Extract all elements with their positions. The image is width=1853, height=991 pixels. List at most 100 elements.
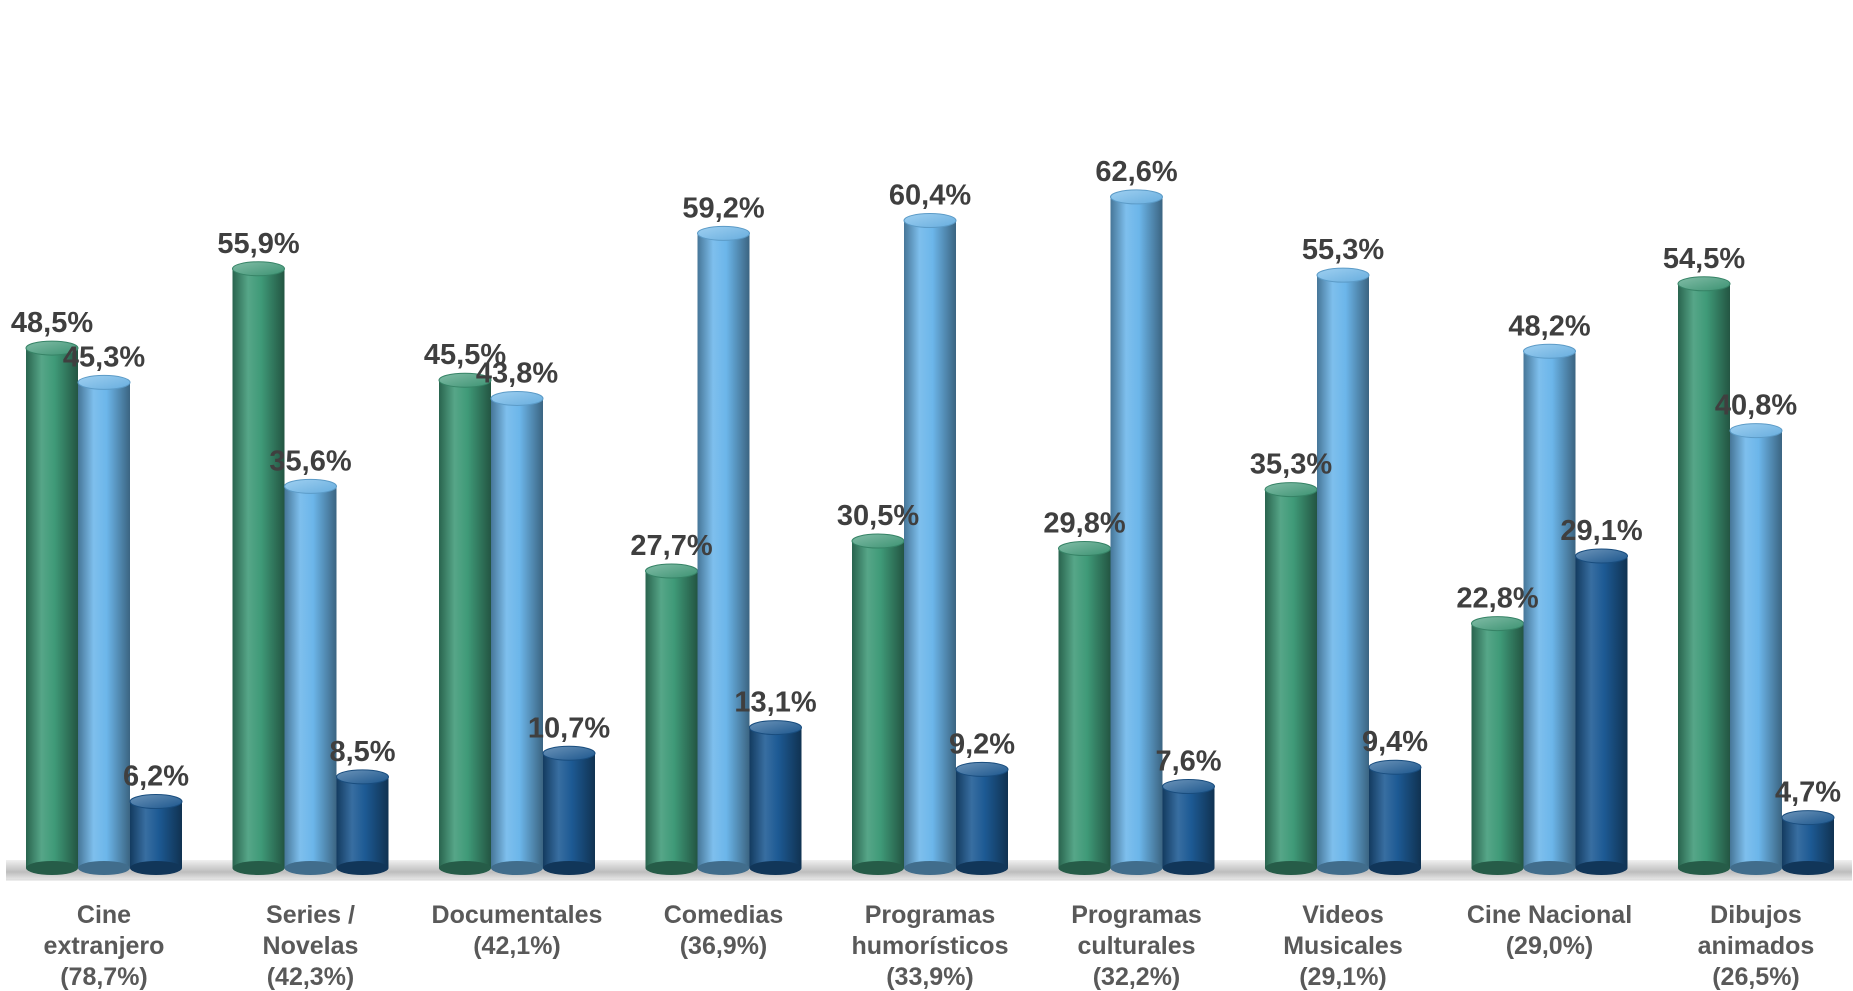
bar xyxy=(1162,779,1215,875)
bar-body xyxy=(543,753,595,868)
category-label: Documentales (42,1%) xyxy=(432,901,603,960)
bar xyxy=(77,374,131,875)
bar-body xyxy=(1471,623,1524,868)
bar-cap xyxy=(1110,189,1163,205)
bar-base xyxy=(336,861,389,875)
bar-cap xyxy=(645,563,698,579)
data-label: 10,7% xyxy=(528,712,610,744)
data-label: 8,5% xyxy=(329,736,395,768)
category-label: Programas culturales (32,2%) xyxy=(1071,901,1202,991)
bar xyxy=(851,533,905,875)
bar-base xyxy=(1058,861,1111,875)
bar-body xyxy=(1575,556,1628,868)
bar-cap xyxy=(129,794,183,810)
bar-cap xyxy=(1575,548,1628,564)
bar xyxy=(697,225,750,875)
bar xyxy=(1316,267,1370,875)
bar-body xyxy=(1678,283,1730,868)
bar-cap xyxy=(1162,779,1215,795)
bar xyxy=(336,769,389,875)
data-label: 54,5% xyxy=(1663,243,1745,275)
bar-cap xyxy=(25,340,79,356)
bar xyxy=(645,563,698,875)
bar-cap xyxy=(1471,616,1524,632)
bar-body xyxy=(1782,817,1834,868)
data-label: 30,5% xyxy=(837,500,919,532)
bar-body xyxy=(439,380,491,868)
bar xyxy=(1368,759,1422,875)
data-label: 55,9% xyxy=(217,228,299,260)
bar-body xyxy=(1058,548,1111,868)
bar-body xyxy=(645,571,698,868)
data-label: 43,8% xyxy=(476,357,558,389)
category-label-line: Musicales xyxy=(1283,932,1403,960)
bar-base xyxy=(1575,861,1628,875)
bar-body xyxy=(78,382,130,868)
bar-body xyxy=(697,233,750,869)
bar-body xyxy=(232,268,285,868)
bar-base xyxy=(1730,861,1782,875)
bar-body xyxy=(1730,430,1782,868)
category-label-line: (36,9%) xyxy=(680,932,768,960)
data-label: 48,5% xyxy=(11,307,93,339)
bar-cap xyxy=(1729,423,1783,439)
bar-base xyxy=(130,861,182,875)
bar xyxy=(1471,616,1524,875)
bar xyxy=(903,213,957,875)
data-label: 9,4% xyxy=(1362,726,1428,758)
bar-cap xyxy=(1368,759,1422,775)
category-label: Cine Nacional (29,0%) xyxy=(1467,901,1632,960)
bar-body xyxy=(26,348,78,869)
bar-cap xyxy=(1523,343,1576,359)
data-label: 35,6% xyxy=(269,445,351,477)
bars-layer xyxy=(25,189,1835,875)
bar-base xyxy=(852,861,904,875)
category-label-line: culturales xyxy=(1077,932,1195,960)
category-label-line: Comedias xyxy=(664,901,783,929)
bar-base xyxy=(1471,861,1524,875)
bar-cap xyxy=(284,478,337,494)
category-label: Series / Novelas (42,3%) xyxy=(263,901,359,991)
category-label-line: (42,3%) xyxy=(267,963,355,991)
bar xyxy=(438,372,492,875)
bar-body xyxy=(904,220,956,869)
category-label-line: Programas xyxy=(1071,901,1202,929)
data-label: 13,1% xyxy=(734,687,816,719)
bar xyxy=(1110,189,1163,875)
data-label: 45,5% xyxy=(424,339,506,371)
bar-base xyxy=(78,861,130,875)
bar-body xyxy=(1369,767,1421,868)
bar-cap xyxy=(1058,541,1111,557)
data-label: 27,7% xyxy=(630,530,712,562)
category-labels-layer: Cine extranjero (78,7%) Series / Novelas (42,… xyxy=(44,901,1815,991)
bar-cap xyxy=(542,745,596,761)
category-label-line: (42,1%) xyxy=(473,932,561,960)
category-label: Videos Musicales (29,1%) xyxy=(1283,901,1403,991)
bar-base xyxy=(1110,861,1163,875)
bar xyxy=(129,794,183,875)
bar-cap xyxy=(1781,810,1835,826)
bar-base xyxy=(543,861,595,875)
bar-body xyxy=(491,398,543,868)
bar-cap xyxy=(749,720,802,736)
category-label-line: animados xyxy=(1698,932,1815,960)
bar-base xyxy=(1523,861,1576,875)
bar-base xyxy=(1317,861,1369,875)
bar-cap xyxy=(697,225,750,241)
data-label: 40,8% xyxy=(1715,390,1797,422)
bar-body xyxy=(336,776,389,868)
bar-body xyxy=(749,727,802,868)
data-label: 45,3% xyxy=(63,341,145,373)
bar-base xyxy=(749,861,802,875)
bar-base xyxy=(439,861,491,875)
data-label: 55,3% xyxy=(1302,234,1384,266)
bar-base xyxy=(1678,861,1730,875)
bar-cap xyxy=(1264,482,1318,498)
data-label: 62,6% xyxy=(1095,156,1177,188)
bar-cap xyxy=(438,372,492,388)
bar-cap xyxy=(851,533,905,549)
category-label-line: extranjero xyxy=(44,932,165,960)
data-labels-layer: 48,5%45,3% 6,2% 55,9% 35,6% 8,5% 45,5%43,8% 10… xyxy=(11,156,1841,809)
bar xyxy=(1781,810,1835,875)
